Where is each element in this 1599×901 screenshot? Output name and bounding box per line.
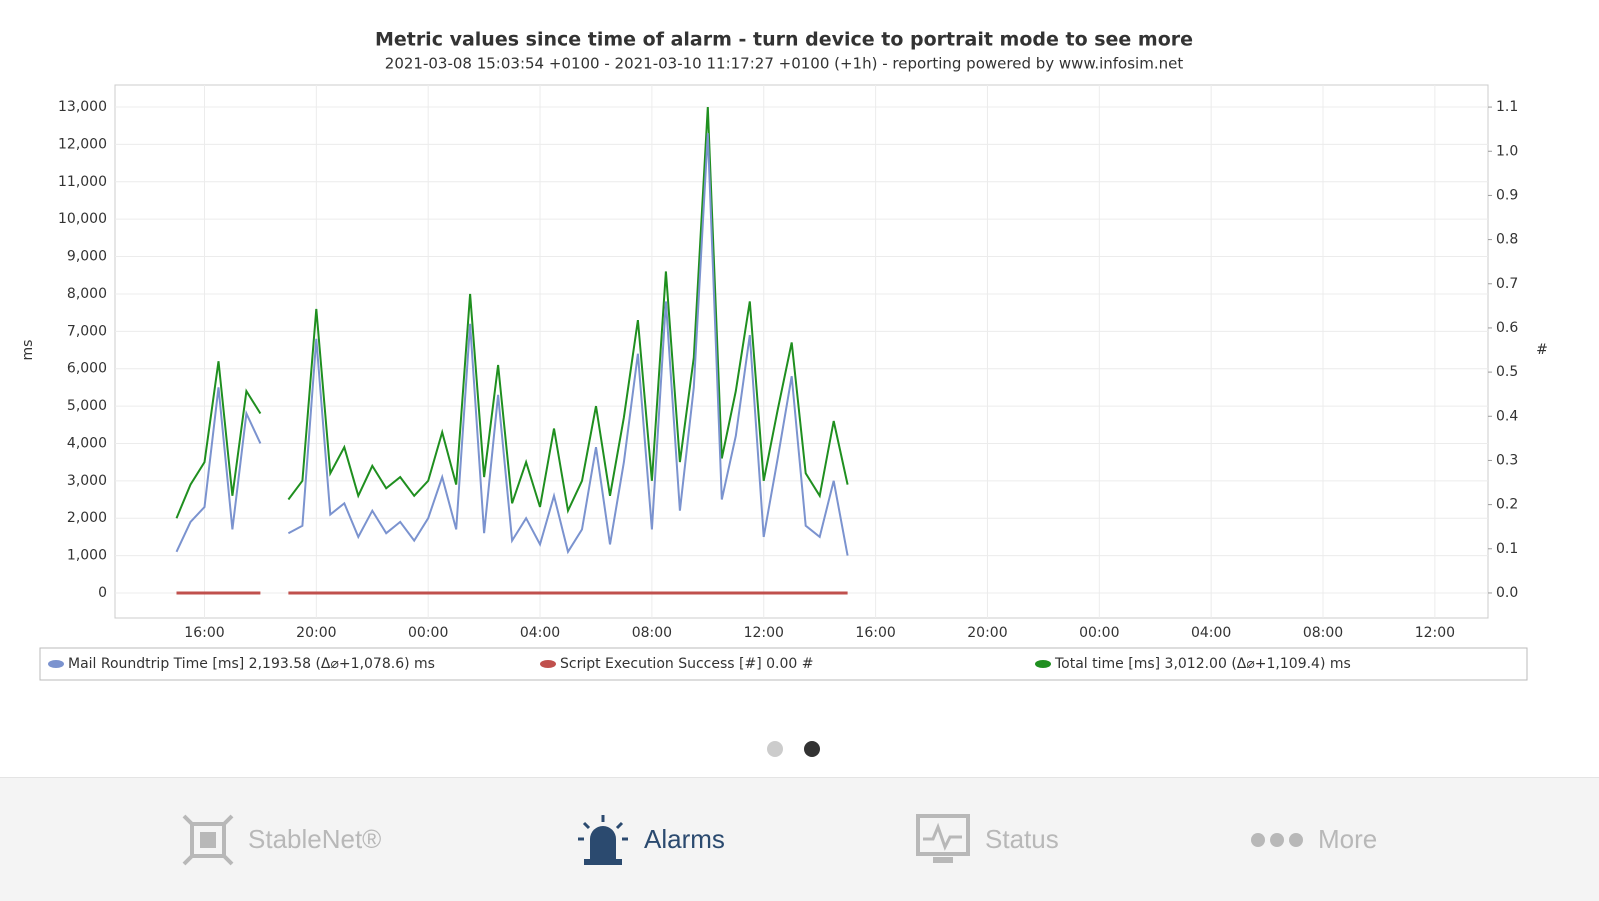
page-dot[interactable] — [767, 741, 783, 757]
page-dot-active[interactable] — [804, 741, 820, 757]
y-tick-label: 9,000 — [67, 249, 107, 265]
y2-tick-label: 0.2 — [1496, 497, 1518, 513]
y-tick-label: 11,000 — [58, 174, 107, 190]
x-tick-label: 08:00 — [632, 625, 672, 641]
y-tick-label: 12,000 — [58, 136, 107, 152]
y2-tick-label: 0.7 — [1496, 276, 1518, 292]
y2-tick-label: 0.4 — [1496, 408, 1518, 424]
legend-swatch — [540, 660, 556, 668]
x-tick-label: 16:00 — [184, 625, 224, 641]
chart: Metric values since time of alarm - turn… — [20, 29, 1548, 757]
legend — [39, 647, 1528, 681]
more-icon — [1251, 832, 1303, 847]
y-axis-label: ms — [20, 340, 36, 361]
x-tick-label: 12:00 — [744, 625, 784, 641]
y2-axis-label: # — [1536, 342, 1548, 358]
series-line — [175, 107, 849, 519]
tab-label: StableNet® — [248, 824, 382, 854]
y-tick-label: 3,000 — [67, 473, 107, 489]
y-tick-label: 10,000 — [58, 211, 107, 227]
y2-tick-label: 0.0 — [1496, 585, 1518, 601]
tab-more[interactable]: More — [1250, 778, 1377, 901]
y2-tick-label: 0.6 — [1496, 320, 1518, 336]
tab-label: Alarms — [644, 824, 725, 854]
legend-label: Mail Roundtrip Time [ms] 2,193.58 (Δ⌀+1,… — [68, 656, 435, 672]
y2-tick-label: 0.3 — [1496, 452, 1518, 468]
y2-tick-label: 0.5 — [1496, 364, 1518, 380]
tab-label: More — [1318, 824, 1378, 854]
tab-alarms[interactable]: Alarms — [576, 778, 725, 901]
y-tick-label: 7,000 — [67, 323, 107, 339]
x-tick-label: 00:00 — [1079, 625, 1119, 641]
y-tick-label: 2,000 — [67, 510, 107, 526]
legend-swatch — [48, 660, 64, 668]
status-icon — [916, 813, 970, 863]
chart-subtitle: 2021-03-08 15:03:54 +0100 - 2021-03-10 1… — [385, 55, 1184, 73]
y-tick-label: 5,000 — [67, 398, 107, 414]
y2-tick-label: 0.1 — [1496, 541, 1518, 557]
legend-label: Total time [ms] 3,012.00 (Δ⌀+1,109.4) ms — [1054, 656, 1351, 672]
x-tick-label: 20:00 — [967, 625, 1007, 641]
x-tick-label: 04:00 — [520, 625, 560, 641]
y-tick-label: 0 — [98, 585, 107, 601]
x-tick-label: 12:00 — [1415, 625, 1455, 641]
x-tick-label: 04:00 — [1191, 625, 1231, 641]
x-tick-label: 16:00 — [855, 625, 895, 641]
y2-tick-label: 1.1 — [1496, 99, 1518, 115]
y-tick-label: 13,000 — [58, 99, 107, 115]
legend-label: Script Execution Success [#] 0.00 # — [560, 656, 813, 672]
tab-label: Status — [985, 824, 1059, 854]
y2-tick-label: 1.0 — [1496, 143, 1518, 159]
stablenet-icon — [182, 814, 234, 865]
y-tick-label: 6,000 — [67, 361, 107, 377]
y-tick-label: 8,000 — [67, 286, 107, 302]
tab-status[interactable]: Status — [915, 778, 1059, 901]
y-tick-label: 4,000 — [67, 435, 107, 451]
x-tick-label: 20:00 — [296, 625, 336, 641]
plot-area — [114, 84, 1489, 619]
x-tick-label: 00:00 — [408, 625, 448, 641]
alarms-icon — [578, 814, 628, 865]
y2-tick-label: 0.9 — [1496, 187, 1518, 203]
y-tick-label: 1,000 — [67, 548, 107, 564]
y2-tick-label: 0.8 — [1496, 232, 1518, 248]
x-tick-label: 08:00 — [1303, 625, 1343, 641]
grid — [115, 85, 1488, 618]
tab-bar: StableNet® Alarms Status More — [0, 777, 1599, 901]
series-line — [175, 133, 849, 556]
chart-title: Metric values since time of alarm - turn… — [375, 29, 1193, 51]
legend-swatch — [1035, 660, 1051, 668]
tab-stablenet[interactable]: StableNet® — [182, 778, 381, 901]
